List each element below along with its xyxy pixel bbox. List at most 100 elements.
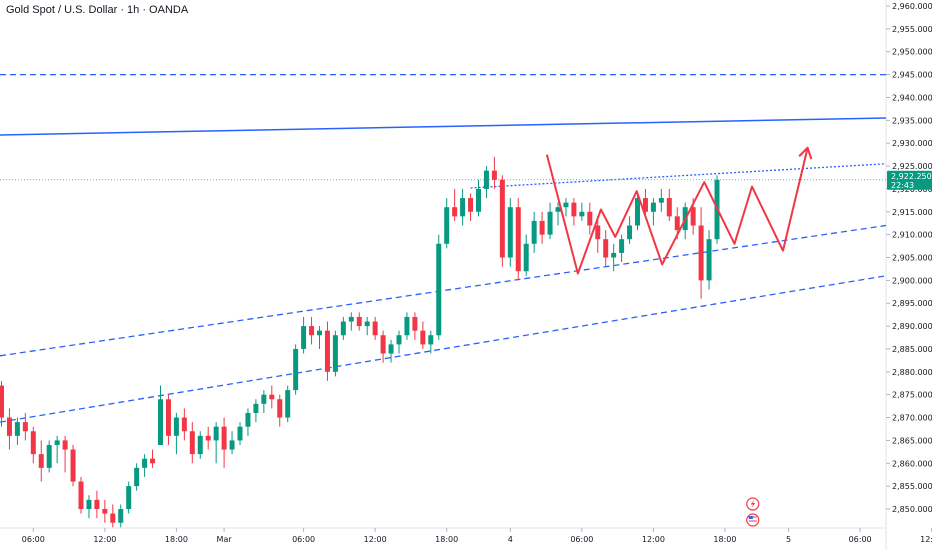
candle-body[interactable]: [126, 486, 132, 509]
candle-body[interactable]: [635, 198, 640, 226]
candle-body[interactable]: [388, 344, 394, 354]
candle-body[interactable]: [555, 207, 561, 212]
candle-body[interactable]: [229, 440, 235, 450]
candle-body[interactable]: [340, 321, 346, 336]
candle-body[interactable]: [603, 239, 609, 258]
candle-body[interactable]: [531, 220, 537, 244]
candle-body[interactable]: [285, 390, 291, 418]
candle-body[interactable]: [213, 426, 219, 441]
candle-body[interactable]: [491, 170, 497, 180]
candle-body[interactable]: [22, 422, 28, 432]
candle-body[interactable]: [261, 394, 267, 404]
candle-body[interactable]: [14, 422, 20, 436]
candle-body[interactable]: [158, 399, 163, 445]
candle-body[interactable]: [706, 239, 712, 281]
candle-body[interactable]: [317, 330, 322, 336]
candle-body[interactable]: [6, 417, 12, 436]
candle-body[interactable]: [221, 426, 227, 450]
candle-body[interactable]: [412, 316, 418, 331]
candle-body[interactable]: [118, 509, 124, 523]
candle-body[interactable]: [658, 198, 664, 203]
candle-body[interactable]: [94, 499, 100, 509]
candle-body[interactable]: [269, 394, 275, 400]
candle-body[interactable]: [142, 458, 148, 468]
candle-body[interactable]: [499, 179, 505, 258]
candle-body[interactable]: [523, 243, 529, 272]
candle-body[interactable]: [62, 440, 68, 450]
forecast-zigzag-path[interactable]: [545, 147, 809, 275]
candle-body[interactable]: [611, 252, 617, 258]
y-tick-label: 2,905.000: [892, 254, 932, 263]
candle-body[interactable]: [181, 417, 187, 432]
candle-body[interactable]: [420, 330, 426, 345]
candle-body[interactable]: [372, 321, 378, 336]
candle-body[interactable]: [476, 188, 481, 212]
candle-body[interactable]: [690, 207, 696, 226]
candle-body[interactable]: [86, 499, 92, 509]
candle-body[interactable]: [650, 202, 656, 212]
candle-body[interactable]: [698, 225, 704, 281]
candle-body[interactable]: [78, 481, 84, 509]
candle-body[interactable]: [102, 509, 108, 514]
candle-body[interactable]: [404, 316, 410, 336]
upper-trendline[interactable]: [0, 117, 887, 136]
candle-body[interactable]: [587, 211, 593, 226]
candle-body[interactable]: [380, 335, 386, 354]
candle-body[interactable]: [165, 399, 171, 436]
candle-body[interactable]: [134, 467, 140, 487]
candle-body[interactable]: [595, 225, 601, 240]
candle-body[interactable]: [324, 330, 330, 372]
candle-body[interactable]: [674, 216, 680, 231]
candle-body[interactable]: [332, 335, 338, 372]
candle-body[interactable]: [245, 412, 251, 427]
candle-body[interactable]: [237, 426, 243, 441]
y-tick-label: 2,940.000: [892, 93, 932, 102]
y-tick-label: 2,915.000: [892, 208, 932, 217]
candle-body[interactable]: [642, 198, 648, 212]
candle-body[interactable]: [483, 170, 489, 189]
candle-body[interactable]: [444, 207, 450, 244]
candle-body[interactable]: [30, 431, 36, 455]
candle-body[interactable]: [173, 417, 179, 436]
candle-body[interactable]: [293, 348, 299, 391]
candle-body[interactable]: [150, 458, 156, 464]
candle-body[interactable]: [110, 513, 116, 523]
candle-body[interactable]: [46, 444, 52, 468]
candle-body[interactable]: [0, 385, 4, 418]
candle-body[interactable]: [309, 326, 315, 336]
candle-body[interactable]: [436, 243, 442, 336]
candle-body[interactable]: [563, 202, 569, 208]
candle-body[interactable]: [396, 335, 402, 345]
candle-body[interactable]: [507, 207, 513, 258]
us-flag-event-icon[interactable]: [746, 513, 760, 527]
candle-body[interactable]: [277, 399, 283, 418]
candle-body[interactable]: [539, 220, 545, 235]
y-tick-label: 2,955.000: [892, 25, 932, 34]
candle-body[interactable]: [253, 403, 259, 413]
candle-body[interactable]: [364, 321, 370, 327]
candle-body[interactable]: [428, 335, 434, 345]
candle-body[interactable]: [468, 198, 474, 212]
candle-body[interactable]: [356, 316, 362, 327]
candle-body[interactable]: [460, 198, 466, 217]
candle-body[interactable]: [666, 198, 672, 217]
candle-body[interactable]: [348, 316, 354, 322]
x-tick-label: 12:00: [642, 535, 665, 544]
candle-body[interactable]: [197, 435, 203, 455]
candle-body[interactable]: [627, 225, 633, 240]
candle-body[interactable]: [619, 239, 625, 253]
y-tick-label: 2,945.000: [892, 71, 932, 80]
candle-body[interactable]: [301, 326, 307, 349]
candle-body[interactable]: [189, 431, 195, 455]
candle-body[interactable]: [452, 207, 458, 217]
range-top-dotted-line[interactable]: [470, 163, 887, 189]
candle-body[interactable]: [54, 440, 60, 445]
candle-body[interactable]: [515, 207, 521, 272]
candle-body[interactable]: [205, 435, 211, 441]
candle-body[interactable]: [70, 449, 76, 482]
candle-body[interactable]: [579, 211, 585, 217]
candle-body[interactable]: [571, 202, 577, 217]
candle-body[interactable]: [38, 454, 44, 468]
candle-body[interactable]: [547, 211, 553, 235]
